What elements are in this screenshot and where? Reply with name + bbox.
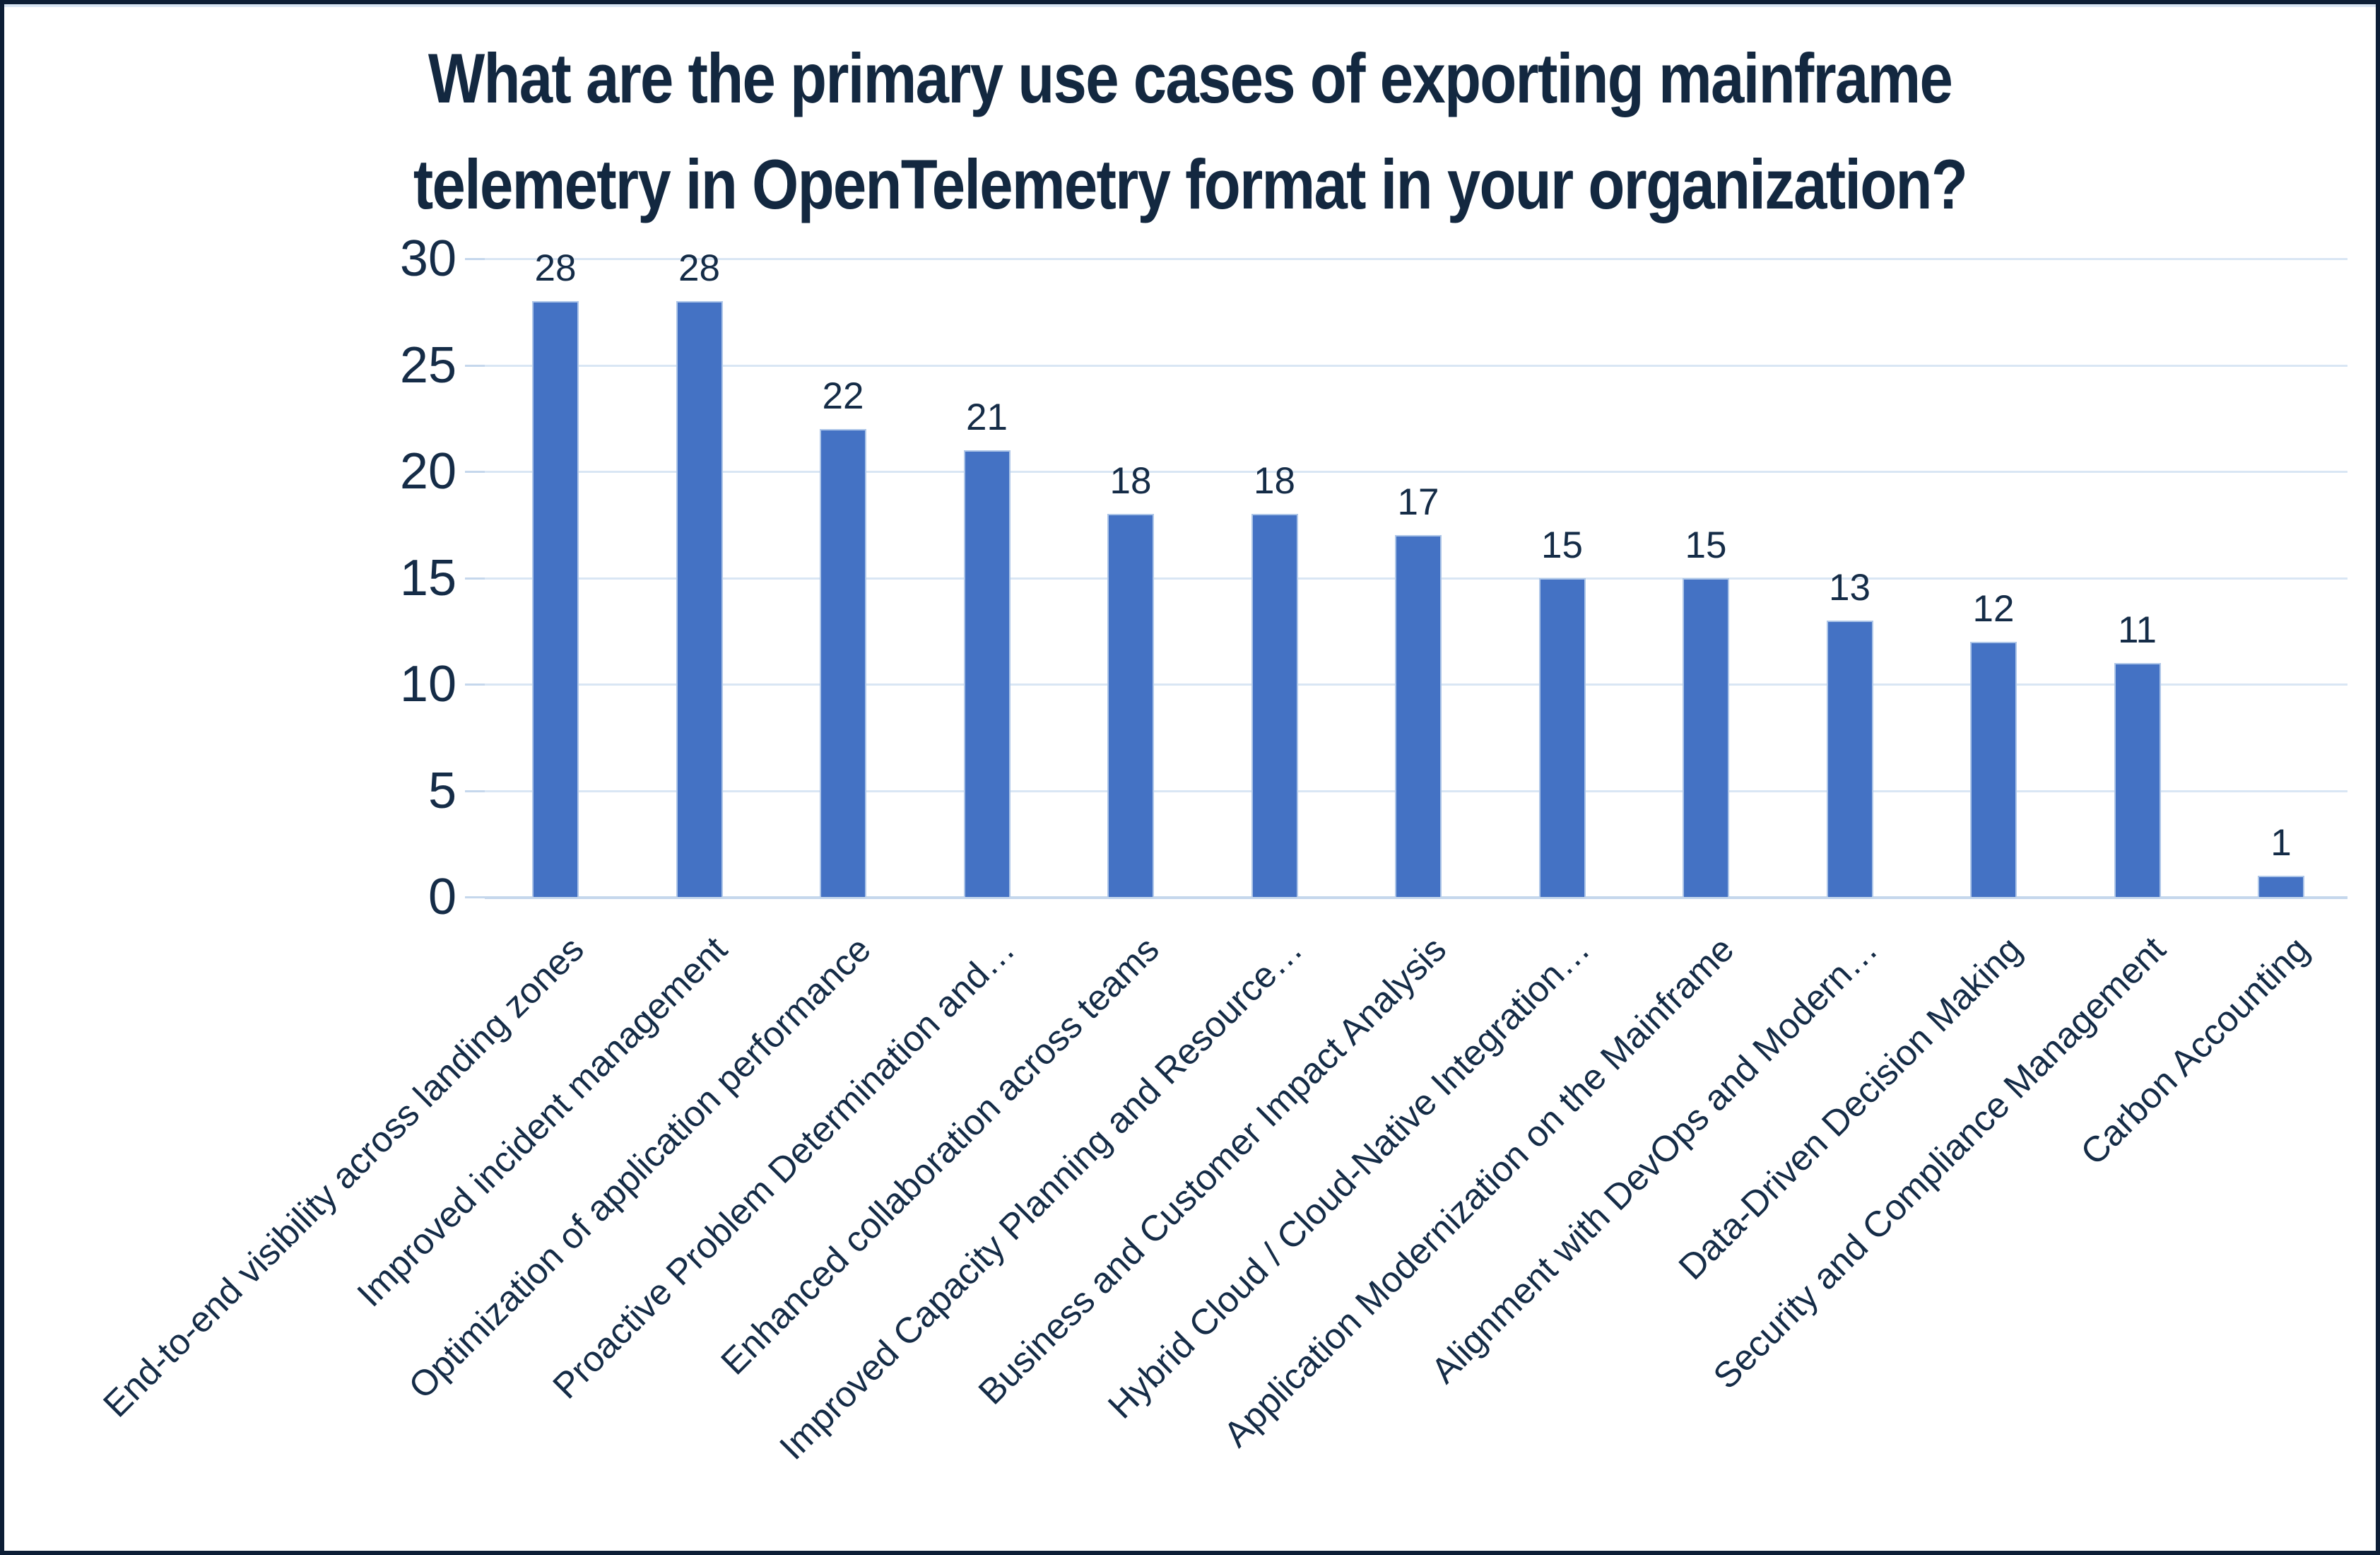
y-tick-label: 10: [399, 656, 456, 712]
bar-8: [1538, 577, 1586, 897]
bar-value-label: 12: [1972, 587, 2015, 630]
bar-5: [1107, 514, 1154, 897]
bar-value-label: 15: [1685, 524, 1727, 566]
bar-value-label: 22: [822, 375, 864, 417]
gridline: [485, 471, 2347, 473]
bar-value-label: 17: [1397, 481, 1439, 524]
y-tick-label: 5: [428, 762, 456, 819]
category-label: End-to-end visibility across landing zon…: [95, 929, 591, 1425]
y-tick-label: 15: [399, 549, 456, 606]
gridline: [485, 258, 2347, 260]
bar-value-label: 21: [966, 396, 1008, 438]
chart-title-line-1: What are the primary use cases of export…: [428, 39, 1953, 117]
bar-11: [1970, 641, 2017, 897]
chart-title: What are the primary use cases of export…: [170, 25, 2210, 237]
chart-title-line-2: telemetry in OpenTelemetry format in you…: [413, 145, 1968, 223]
y-tick-label: 30: [399, 230, 456, 287]
bar-10: [1826, 620, 1873, 897]
bar-12: [2114, 662, 2161, 897]
bar-4: [963, 450, 1011, 897]
bar-7: [1395, 535, 1442, 897]
bar-9: [1683, 577, 1729, 897]
gridline: [485, 364, 2347, 367]
bar-value-label: 1: [2270, 821, 2292, 864]
x-axis-line: [485, 896, 2347, 899]
bar-2: [676, 301, 723, 897]
bar-value-label: 18: [1109, 460, 1152, 503]
y-tick-mark: [465, 577, 485, 580]
category-label: Improved Capacity Planning and Resource…: [771, 929, 1310, 1467]
bar-value-label: 13: [1829, 566, 1871, 609]
bar-3: [820, 428, 866, 897]
bar-6: [1251, 514, 1298, 897]
bar-value-label: 28: [678, 247, 720, 290]
y-tick-mark: [465, 790, 485, 792]
y-tick-mark: [465, 471, 485, 473]
y-tick-label: 20: [399, 443, 456, 500]
bar-13: [2258, 875, 2304, 897]
y-tick-mark: [465, 364, 485, 367]
y-tick-mark: [465, 896, 485, 898]
y-tick-mark: [465, 258, 485, 260]
y-tick-mark: [465, 683, 485, 686]
bar-1: [532, 301, 579, 897]
bar-value-label: 15: [1541, 524, 1583, 566]
bar-value-label: 11: [2117, 609, 2157, 651]
category-label: Application Modernization on the Mainfra…: [1215, 929, 1742, 1455]
bar-value-label: 18: [1254, 460, 1295, 503]
bar-value-label: 28: [534, 247, 577, 290]
y-tick-label: 25: [399, 336, 456, 394]
y-tick-label: 0: [428, 869, 456, 925]
